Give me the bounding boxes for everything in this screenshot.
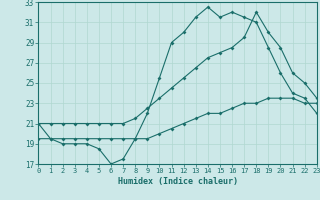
X-axis label: Humidex (Indice chaleur): Humidex (Indice chaleur)	[118, 177, 238, 186]
